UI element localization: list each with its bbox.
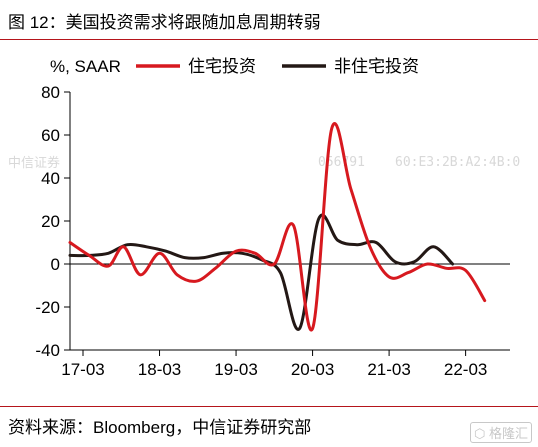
y-tick-label: 40 bbox=[41, 169, 60, 188]
watermark-mid: 056791 bbox=[318, 155, 365, 170]
x-tick-label: 17-03 bbox=[61, 360, 104, 379]
y-tick-label: 60 bbox=[41, 126, 60, 145]
line-chart: %, SAAR 住宅投资 非住宅投资 -40 -20 0 20 40 60 80 17-03… bbox=[35, 57, 510, 379]
y-axis-label: %, SAAR bbox=[50, 57, 121, 76]
legend-label-residential: 住宅投资 bbox=[188, 57, 256, 76]
figure-title: 图 12：美国投资需求将跟随加息周期转弱 bbox=[8, 13, 321, 32]
watermark-code: 60:E3:2B:A2:4B:0 bbox=[395, 155, 521, 170]
watermark-logo: ⬡ 格隆汇 bbox=[470, 422, 532, 443]
y-tick-label: -20 bbox=[35, 298, 60, 317]
hexagon-logo-icon: ⬡ bbox=[474, 426, 486, 441]
title-bar: 图 12：美国投资需求将跟随加息周期转弱 bbox=[0, 0, 538, 40]
footer: 资料来源：Bloomberg，中信证券研究部 bbox=[0, 406, 538, 447]
x-tick-label: 19-03 bbox=[214, 360, 257, 379]
x-tick-label: 20-03 bbox=[291, 360, 334, 379]
x-tick-label: 18-03 bbox=[138, 360, 181, 379]
x-tick-label: 21-03 bbox=[367, 360, 410, 379]
y-tick-label: -40 bbox=[35, 341, 60, 360]
series-layer bbox=[68, 122, 487, 332]
x-tick-label: 22-03 bbox=[444, 360, 487, 379]
source-note: 资料来源：Bloomberg，中信证券研究部 bbox=[8, 418, 312, 437]
watermark-left: 中信证券 bbox=[8, 156, 61, 171]
series-line-nonresidential bbox=[68, 213, 455, 331]
legend-label-nonresidential: 非住宅投资 bbox=[334, 57, 419, 76]
y-tick-label: 0 bbox=[51, 255, 60, 274]
series-line-residential bbox=[68, 122, 487, 332]
y-tick-label: 20 bbox=[41, 212, 60, 231]
y-ticks: -40 -20 0 20 40 60 80 bbox=[35, 83, 70, 360]
watermark-logo-text: 格隆汇 bbox=[488, 426, 528, 441]
legend: 住宅投资 非住宅投资 bbox=[136, 57, 419, 76]
y-tick-label: 80 bbox=[41, 83, 60, 102]
x-ticks: 17-03 18-03 19-03 20-03 21-03 22-03 bbox=[61, 350, 487, 379]
